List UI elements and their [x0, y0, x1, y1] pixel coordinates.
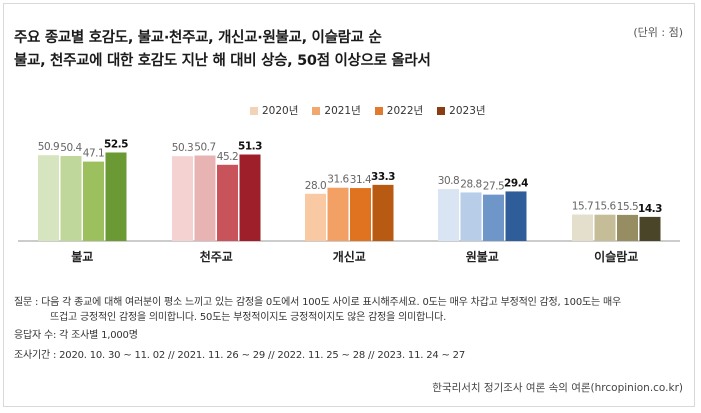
data-label-islamgyo-2022년: 15.5: [617, 201, 638, 213]
bar-bulgyo-2023년: [105, 152, 127, 241]
bar-islamgyo-2021년: [594, 214, 616, 241]
question-note-line2: 뜨겁고 긍정적인 감정을 의미합니다. 50도는 부정적이지도 긍정적이지도 않…: [50, 312, 447, 323]
survey-period-note: 조사기간 : 2020. 10. 30 ~ 11. 02 // 2021. 11…: [14, 350, 465, 361]
category-label-cheonjugyo: 천주교: [200, 249, 233, 264]
category-label-wonbulgyo: 원불교: [466, 250, 499, 264]
legend-swatch-2022: [374, 106, 383, 115]
bar-gaesingyo-2020년: [305, 193, 326, 241]
bar-cheonjugyo-2020년: [172, 156, 193, 241]
unit-label: (단위 : 점): [633, 26, 683, 39]
data-label-gaesingyo-2022년: 31.4: [350, 174, 372, 186]
data-label-gaesingyo-2021년: 31.6: [327, 174, 349, 186]
legend-label-2023: 2023년: [449, 105, 486, 117]
legend-label-2020: 2020년: [262, 105, 299, 117]
data-label-bulgyo-2023년: 52.5: [104, 138, 128, 150]
bar-chart: 50.9 50.4 47.152.5 불교 50.3 50.745.251.3 천주교 28.…: [18, 138, 680, 264]
bar-cheonjugyo-2023년: [239, 154, 261, 241]
bar-islamgyo-2020년: [572, 214, 593, 241]
question-note-line1: 질문 : 다음 각 종교에 대해 여러분이 평소 느끼고 있는 감정을 0도에서…: [14, 297, 621, 308]
bar-gaesingyo-2023년: [372, 184, 394, 241]
data-label-bulgyo-2022년: 47.1: [83, 148, 104, 160]
bar-wonbulgyo-2023년: [505, 191, 527, 241]
legend-item-2020: 2020년: [250, 103, 298, 118]
bar-bulgyo-2021년: [60, 156, 82, 241]
data-label-islamgyo-2020년: 15.7: [572, 201, 593, 213]
chart-title-line2: 불교, 천주교에 대한 호감도 지난 해 대비 상승, 50점 이상으로 올라서: [14, 53, 431, 69]
legend-label-2021: 2021년: [324, 105, 361, 117]
legend-swatch-2020: [250, 106, 258, 115]
bar-cheonjugyo-2021년: [194, 155, 216, 241]
legend: 2020년 2021년 2022년 2023년: [250, 103, 486, 118]
bar-bulgyo-2020년: [38, 155, 59, 241]
legend-label-2022: 2022년: [386, 105, 424, 117]
legend-item-2023: 2023년: [437, 103, 486, 118]
data-label-bulgyo-2020년: 50.9: [38, 141, 59, 153]
bar-wonbulgyo-2020년: [438, 189, 459, 241]
bar-islamgyo-2022년: [617, 214, 638, 241]
data-label-wonbulgyo-2021년: 28.8: [460, 178, 481, 190]
data-label-wonbulgyo-2023년: 29.4: [504, 177, 528, 189]
bar-gaesingyo-2021년: [327, 187, 349, 241]
data-label-wonbulgyo-2022년: 27.5: [483, 181, 504, 193]
data-label-islamgyo-2021년: 15.6: [594, 201, 616, 213]
bar-cheonjugyo-2022년: [217, 164, 238, 241]
data-label-cheonjugyo-2020년: 50.3: [172, 142, 193, 154]
data-label-cheonjugyo-2023년: 51.3: [238, 141, 262, 153]
source-credit: 한국리서치 정기조사 여론 속의 여론(hrcopinion.co.kr): [432, 382, 683, 394]
legend-item-2022: 2022년: [374, 103, 424, 118]
category-label-bulgyo: 불교: [71, 250, 93, 264]
legend-item-2021: 2021년: [312, 103, 361, 118]
bar-bulgyo-2022년: [83, 161, 104, 241]
data-label-wonbulgyo-2020년: 30.8: [438, 175, 459, 187]
data-label-gaesingyo-2020년: 28.0: [305, 180, 326, 192]
data-label-bulgyo-2021년: 50.4: [60, 142, 82, 154]
bar-gaesingyo-2022년: [350, 188, 371, 241]
data-label-cheonjugyo-2021년: 50.7: [194, 142, 215, 154]
chart-card: [3, 3, 695, 407]
chart-title-line1: 주요 종교별 호감도, 불교·천주교, 개신교·원불교, 이슬람교 순: [14, 30, 382, 46]
bar-wonbulgyo-2022년: [483, 194, 504, 241]
data-label-islamgyo-2023년: 14.3: [638, 203, 662, 215]
legend-swatch-2021: [312, 106, 321, 115]
data-label-gaesingyo-2023년: 33.3: [371, 171, 395, 183]
category-label-islamgyo: 이슬람교: [594, 249, 638, 264]
data-label-cheonjugyo-2022년: 45.2: [217, 151, 238, 163]
bar-wonbulgyo-2021년: [460, 192, 482, 241]
bar-islamgyo-2023년: [639, 216, 661, 241]
category-label-gaesingyo: 개신교: [333, 249, 366, 264]
legend-swatch-2023: [437, 106, 446, 115]
respondents-note: 응답자 수: 각 조사별 1,000명: [14, 330, 138, 341]
